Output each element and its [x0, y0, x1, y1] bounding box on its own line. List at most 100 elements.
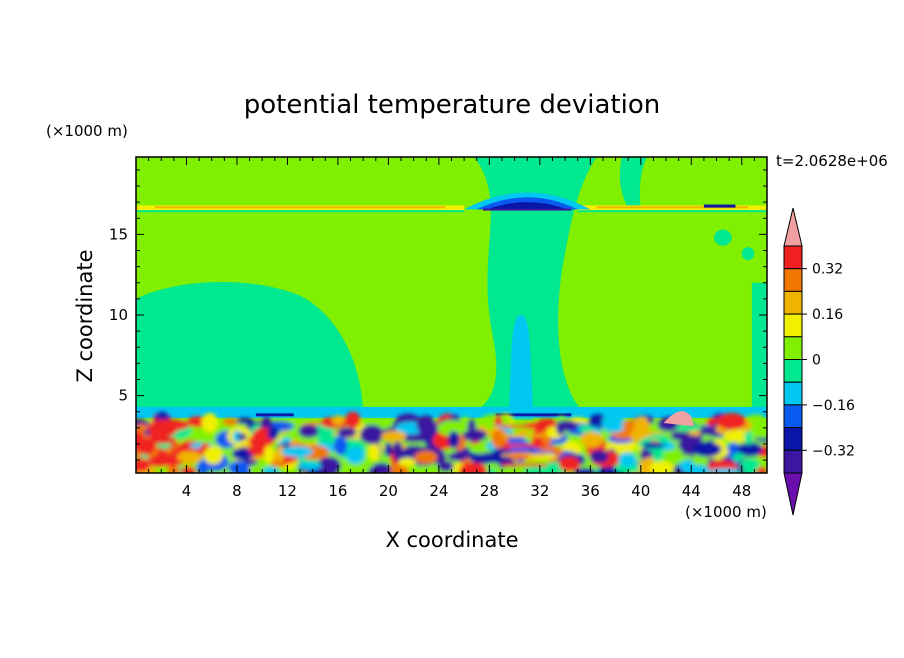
- turbulence-cell: [618, 452, 637, 468]
- turbulence-cell: [447, 452, 468, 462]
- turbulence-cell: [437, 420, 468, 437]
- colorbar-swatch: [783, 290, 803, 315]
- warm-stripe: [501, 443, 547, 447]
- turbulence-cell: [196, 460, 210, 473]
- colorbar-extend-high: [783, 207, 803, 247]
- turbulence-cell: [180, 466, 197, 473]
- cool-blob: [713, 229, 732, 246]
- cold-blob: [703, 204, 736, 208]
- turbulence-cell: [485, 462, 500, 469]
- turbulence-cell: [589, 450, 609, 464]
- x-tick-label: 32: [530, 482, 549, 500]
- cold-plume: [464, 157, 597, 419]
- turbulence-cell: [633, 416, 650, 437]
- turbulence-cell: [228, 460, 250, 473]
- turbulence-cell: [740, 458, 760, 473]
- turbulence-cell: [437, 460, 454, 472]
- cold-dome: [486, 202, 568, 210]
- x-tick-label: 36: [581, 482, 600, 500]
- time-label: t=2.0628e+06: [776, 152, 888, 170]
- y-tick-label: 5: [118, 387, 128, 405]
- tropopause-cool-edge: [577, 210, 767, 213]
- chart-title: potential temperature deviation: [244, 90, 660, 120]
- turbulence-cell: [448, 430, 460, 449]
- turbulence-cell: [660, 442, 676, 451]
- x-tick-label: 24: [429, 482, 448, 500]
- colorbar-swatch: [783, 449, 803, 474]
- turbulence-cell: [750, 420, 767, 439]
- turbulence-cell: [136, 423, 150, 431]
- inversion-cold-spot: [495, 413, 572, 417]
- turbulence-cell: [558, 456, 580, 472]
- colorbar-label: 0.32: [812, 262, 843, 278]
- turbulence-cell: [148, 436, 177, 444]
- tropopause-warm-core: [596, 206, 749, 209]
- colorbar-label: −0.16: [812, 398, 855, 414]
- turbulence-cell: [264, 445, 274, 464]
- turbulence-cell: [331, 415, 345, 426]
- turbulence-cell: [737, 442, 763, 457]
- y-tick-label: 10: [109, 306, 128, 324]
- turbulence-cell: [580, 431, 604, 448]
- colorbar-extend-low: [783, 472, 803, 516]
- turbulence-cell: [458, 462, 488, 473]
- y-axis-units: (×1000 m): [46, 122, 128, 140]
- turbulence-cell: [531, 429, 543, 448]
- turbulence-cell: [381, 430, 407, 442]
- colorbar-label: 0.16: [812, 307, 843, 323]
- x-axis: 4 8 12 16 20 24 28 32 36 40 44 48: [148, 157, 755, 500]
- colorbar-swatch: [783, 336, 803, 360]
- x-axis-label: X coordinate: [385, 528, 518, 552]
- turbulence-cell: [394, 442, 404, 462]
- turbulence-cell: [485, 421, 494, 431]
- turbulence-cell: [298, 424, 319, 438]
- x-axis-units: (×1000 m): [685, 503, 767, 521]
- x-tick-label: 4: [182, 482, 192, 500]
- x-tick-label: 48: [732, 482, 751, 500]
- colorbar-swatch: [783, 381, 803, 406]
- turbulence-cell: [468, 443, 491, 454]
- turbulence-cell: [684, 464, 711, 473]
- colorbar-swatch: [783, 245, 803, 270]
- warm-stripe: [501, 463, 547, 467]
- turbulence-cell: [317, 456, 341, 473]
- turbulence-cell: [203, 446, 223, 465]
- turbulence-cell: [222, 418, 239, 426]
- turbulence-cell: [462, 429, 487, 442]
- y-axis: 5 10 15: [109, 169, 767, 461]
- turbulence-cell: [578, 424, 593, 434]
- turbulence-cell: [649, 460, 674, 473]
- plume-core: [508, 315, 534, 420]
- x-tick-label: 20: [379, 482, 398, 500]
- x-tick-label: 16: [328, 482, 347, 500]
- colorbar-swatch: [783, 268, 803, 292]
- colorbar-label: 0: [812, 353, 821, 369]
- colorbar-swatch: [783, 427, 803, 451]
- turbulence-cell: [136, 458, 151, 472]
- turbulence-cell: [681, 435, 690, 456]
- turbulence-cell: [176, 451, 202, 464]
- turbulence-cell: [652, 446, 664, 464]
- warm-stripe: [501, 453, 547, 457]
- turbulence-cell: [267, 426, 279, 440]
- cool-strip: [751, 282, 767, 419]
- warm-stripe: [501, 434, 547, 438]
- colorbar: −0.32 −0.16 0 0.16 0.32: [783, 207, 855, 516]
- turbulence-cell: [136, 431, 144, 452]
- turbulence-cell: [150, 424, 176, 435]
- colorbar-label: −0.32: [812, 443, 855, 459]
- cool-region: [136, 282, 364, 419]
- turbulence-cell: [158, 458, 183, 466]
- turbulence-cell: [359, 424, 385, 445]
- turbulence-cell: [642, 441, 665, 449]
- turbulence-cell: [732, 453, 745, 461]
- turbulence-cell: [675, 424, 702, 432]
- turbulence-cell: [368, 465, 391, 473]
- cool-blob: [741, 247, 755, 261]
- turbulence-cell: [384, 442, 393, 457]
- x-tick-label: 8: [232, 482, 242, 500]
- warm-blob: [663, 411, 694, 427]
- turbulence-cell: [337, 427, 357, 438]
